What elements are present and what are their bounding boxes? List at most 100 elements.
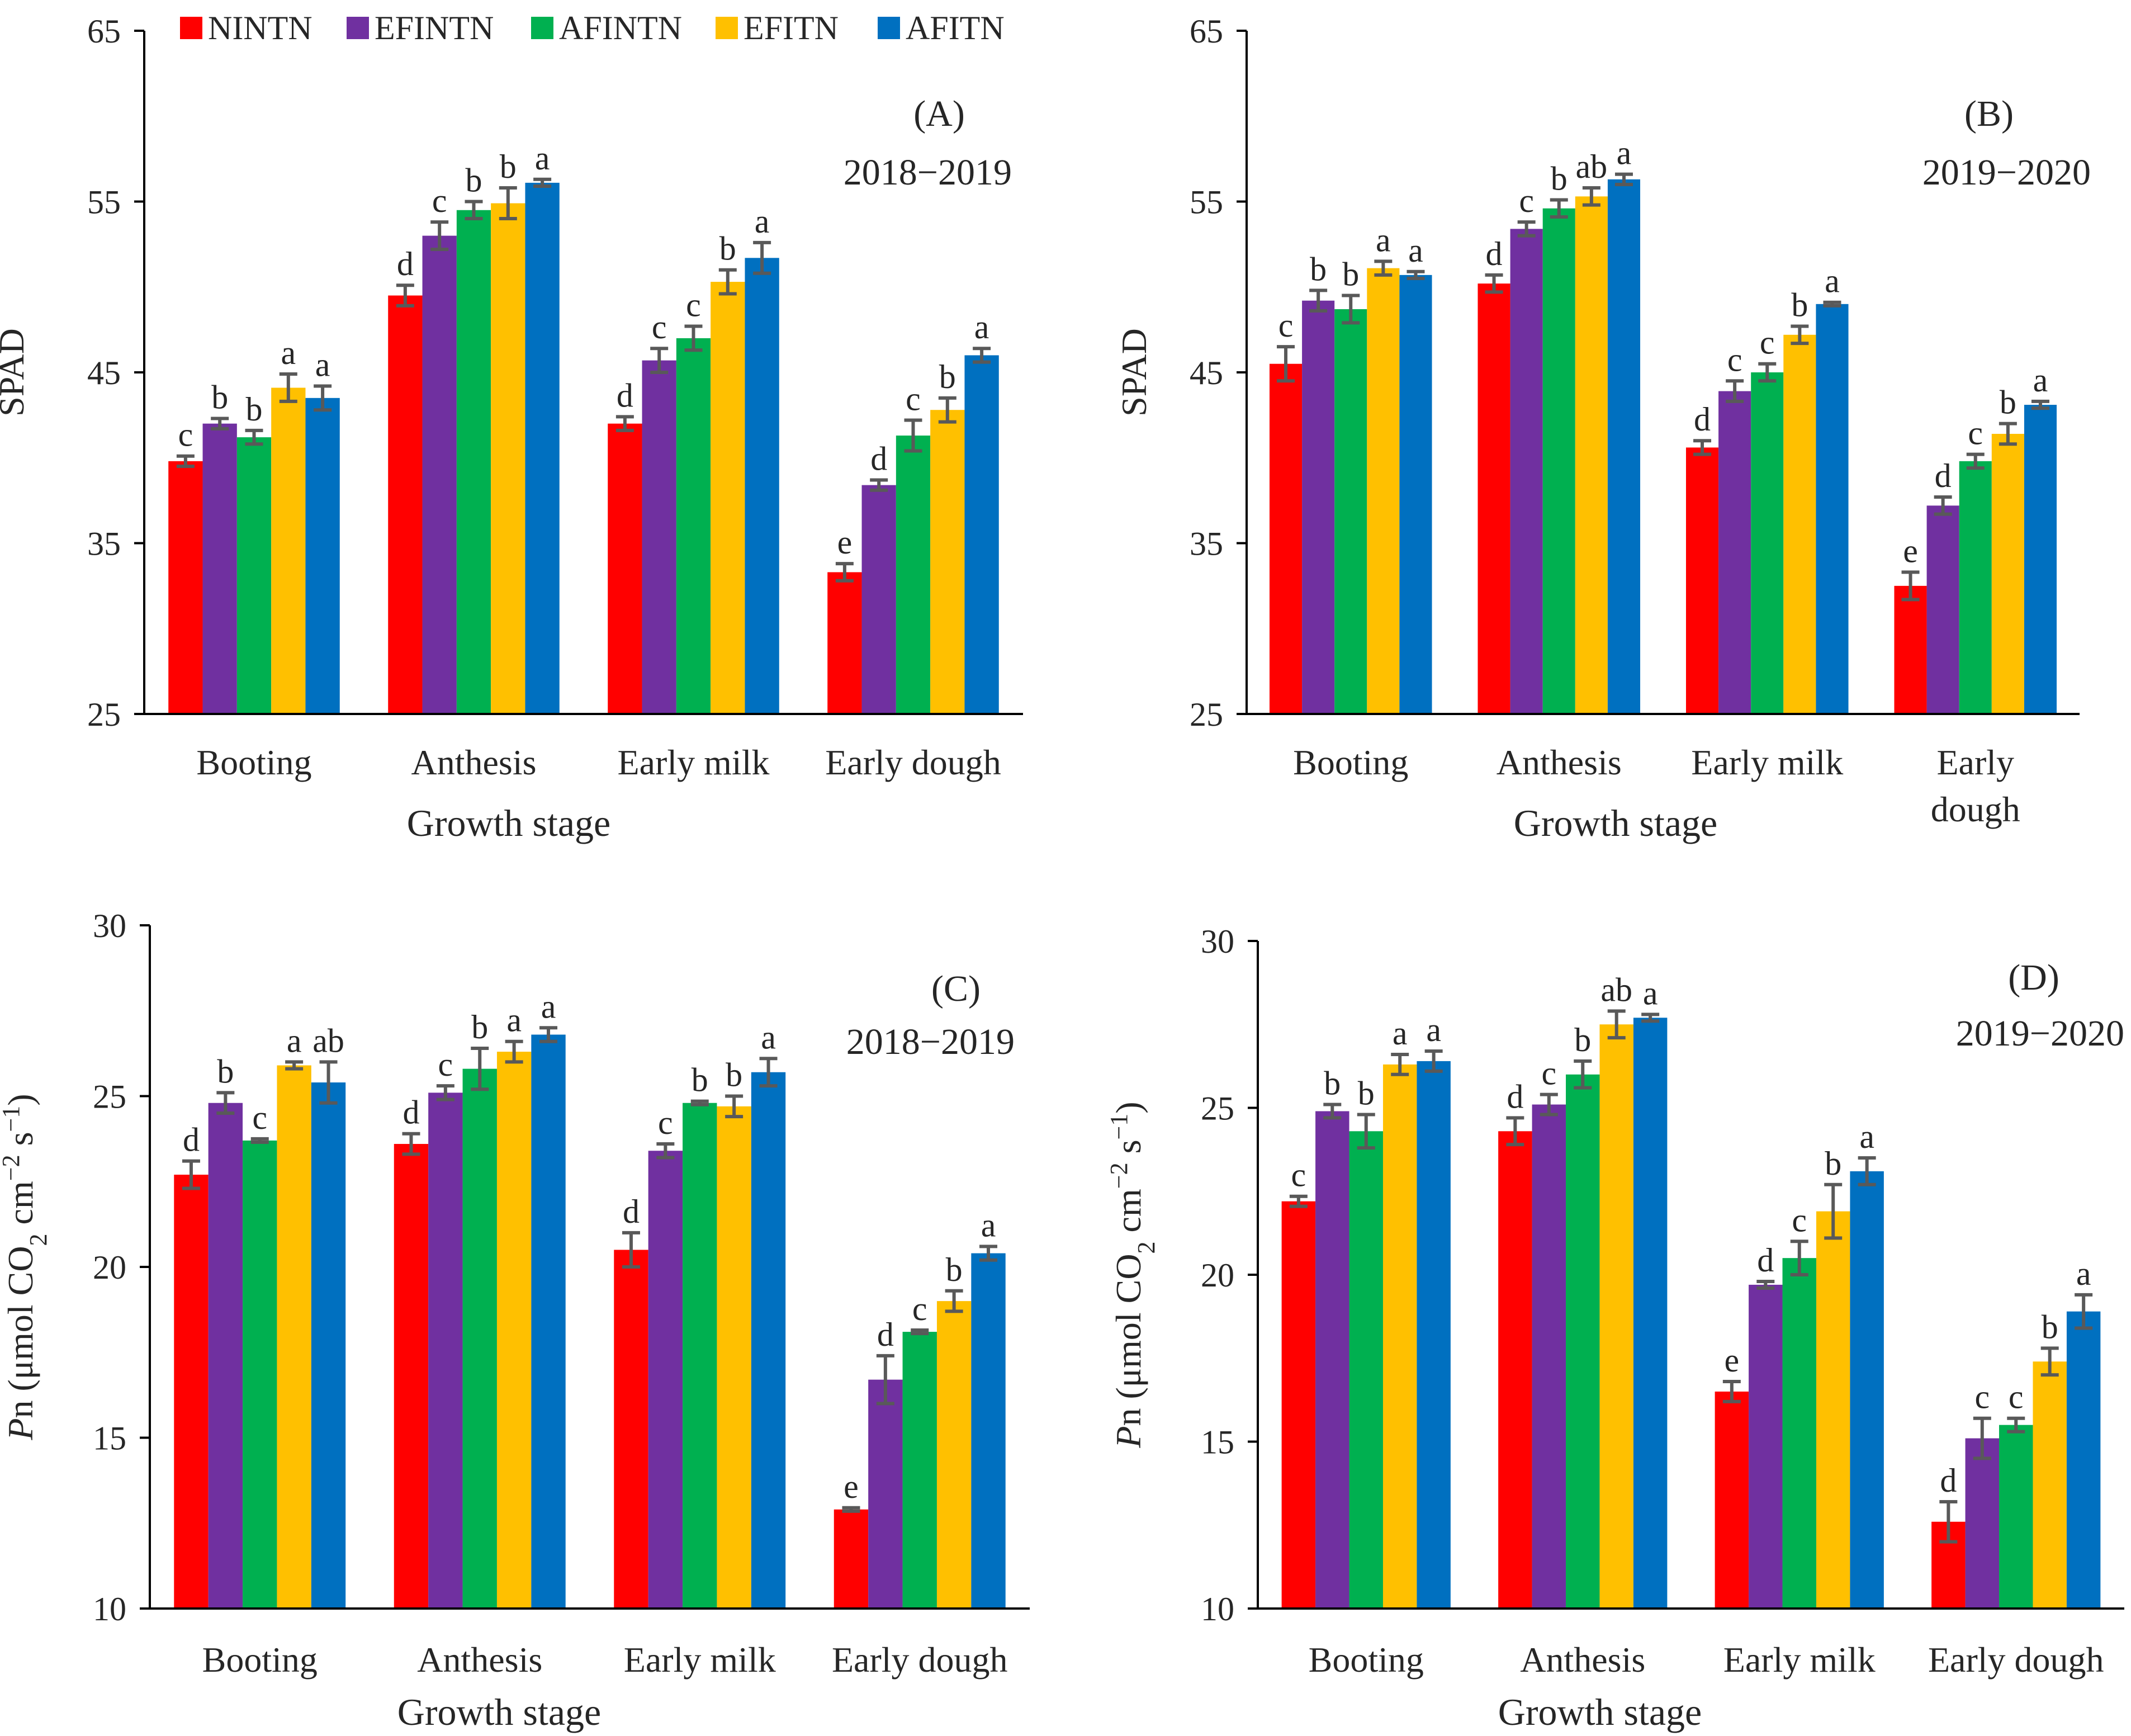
bar: [608, 423, 642, 714]
bar: [1382, 1064, 1417, 1609]
bar: [525, 182, 560, 714]
bar: [422, 235, 457, 715]
bar: [491, 203, 525, 714]
legend-swatch-efitn: [716, 17, 738, 39]
significance-letter: a: [2033, 362, 2048, 399]
significance-letter: d: [623, 1193, 640, 1230]
significance-letter: a: [1825, 263, 1840, 300]
significance-letter: c: [1727, 341, 1742, 378]
y-axis-title: Pn (μmol CO2 cm−2 s−1): [1105, 1101, 1160, 1448]
bar: [1685, 447, 1719, 714]
significance-letter: b: [2000, 384, 2016, 421]
bar: [1999, 1425, 2033, 1609]
x-tick-label: Early milk: [1723, 1640, 1876, 1680]
significance-letter: c: [686, 287, 701, 324]
bar: [305, 398, 340, 714]
bar: [1334, 309, 1367, 714]
x-tick-label: Early dough: [825, 742, 1001, 782]
bar: [1782, 1258, 1816, 1609]
significance-letter: a: [281, 334, 296, 371]
bar: [683, 1103, 717, 1609]
significance-letter: b: [1358, 1075, 1375, 1111]
bar: [456, 210, 491, 714]
significance-letter: b: [1825, 1145, 1841, 1182]
bar: [717, 1106, 751, 1609]
bar: [1399, 275, 1432, 714]
bar: [277, 1065, 311, 1609]
x-tick-label: Early dough: [1928, 1640, 2104, 1680]
bar: [1417, 1061, 1451, 1609]
bar: [174, 1175, 209, 1609]
x-tick-label: Early dough: [832, 1640, 1008, 1680]
y-tick-label: 20: [93, 1249, 126, 1286]
bar: [1965, 1438, 2000, 1609]
significance-letter: c: [2009, 1379, 2024, 1416]
significance-letter: b: [217, 1053, 234, 1090]
bar: [2066, 1311, 2101, 1609]
bar: [1783, 334, 1816, 714]
bar: [751, 1072, 786, 1609]
legend-label-efintn: EFINTN: [375, 10, 494, 46]
significance-letter: d: [877, 1316, 894, 1353]
bar: [676, 338, 711, 714]
significance-letter: d: [1486, 235, 1503, 272]
bar: [1816, 304, 1849, 714]
significance-letter: e: [1725, 1342, 1740, 1379]
y-tick-label: 30: [93, 907, 126, 944]
x-axis-title: Growth stage: [397, 1691, 601, 1733]
significance-letter: c: [1541, 1055, 1556, 1092]
panel-year: 2018−2019: [846, 1021, 1015, 1062]
significance-letter: d: [402, 1094, 419, 1131]
significance-letter: a: [535, 140, 550, 177]
legend: NINTN EFINTN AFINTN EFITN AFITN: [180, 10, 1005, 46]
y-tick-label: 15: [93, 1420, 126, 1457]
significance-letter: d: [617, 377, 633, 414]
significance-letter: a: [315, 346, 330, 383]
y-tick-label: 55: [1190, 184, 1223, 221]
bar: [711, 282, 745, 715]
significance-letter: c: [658, 1104, 673, 1141]
bar: [496, 1052, 532, 1609]
significance-letter: c: [178, 417, 193, 453]
bar: [1991, 433, 2024, 714]
bar: [971, 1253, 1006, 1609]
significance-letter: b: [1551, 160, 1568, 197]
bar: [964, 355, 999, 714]
panel-label: (C): [931, 968, 981, 1009]
significance-letter: c: [252, 1099, 267, 1136]
x-axis-title: Growth stage: [1514, 802, 1717, 844]
y-tick-label: 30: [1201, 923, 1234, 960]
legend-swatch-afintn: [531, 17, 553, 39]
y-axis-title: SPAD: [0, 328, 31, 417]
panel-year: 2018−2019: [844, 152, 1012, 193]
significance-letter: e: [844, 1468, 859, 1505]
bar: [902, 1332, 937, 1609]
bar: [1269, 363, 1303, 714]
bar: [1367, 268, 1400, 714]
x-tick-label: Early milk: [1691, 742, 1843, 782]
x-axis-title: Growth stage: [407, 802, 610, 844]
bar: [1281, 1201, 1316, 1609]
bar: [1749, 1284, 1783, 1609]
bar: [1510, 229, 1543, 714]
bar: [1926, 505, 1959, 714]
y-axis-title: Pn (μmol CO2 cm−2 s−1): [0, 1094, 52, 1440]
significance-letter: a: [1408, 232, 1423, 269]
bar: [202, 423, 237, 714]
legend-swatch-efintn: [347, 17, 369, 39]
bar: [462, 1068, 497, 1609]
bar: [1302, 300, 1335, 714]
panel-year: 2019−2020: [1922, 152, 2091, 193]
y-tick-label: 65: [1190, 13, 1223, 50]
significance-letter: c: [432, 182, 447, 219]
significance-letter: c: [438, 1046, 453, 1083]
x-tick-label: Anthesis: [411, 742, 537, 782]
significance-letter: b: [1310, 250, 1327, 287]
significance-letter: b: [939, 358, 956, 395]
bar: [930, 410, 965, 714]
significance-letter: c: [1278, 307, 1294, 344]
significance-letter: b: [1791, 287, 1808, 324]
bar: [1575, 196, 1608, 715]
x-tick-label: Booting: [1309, 1640, 1424, 1680]
